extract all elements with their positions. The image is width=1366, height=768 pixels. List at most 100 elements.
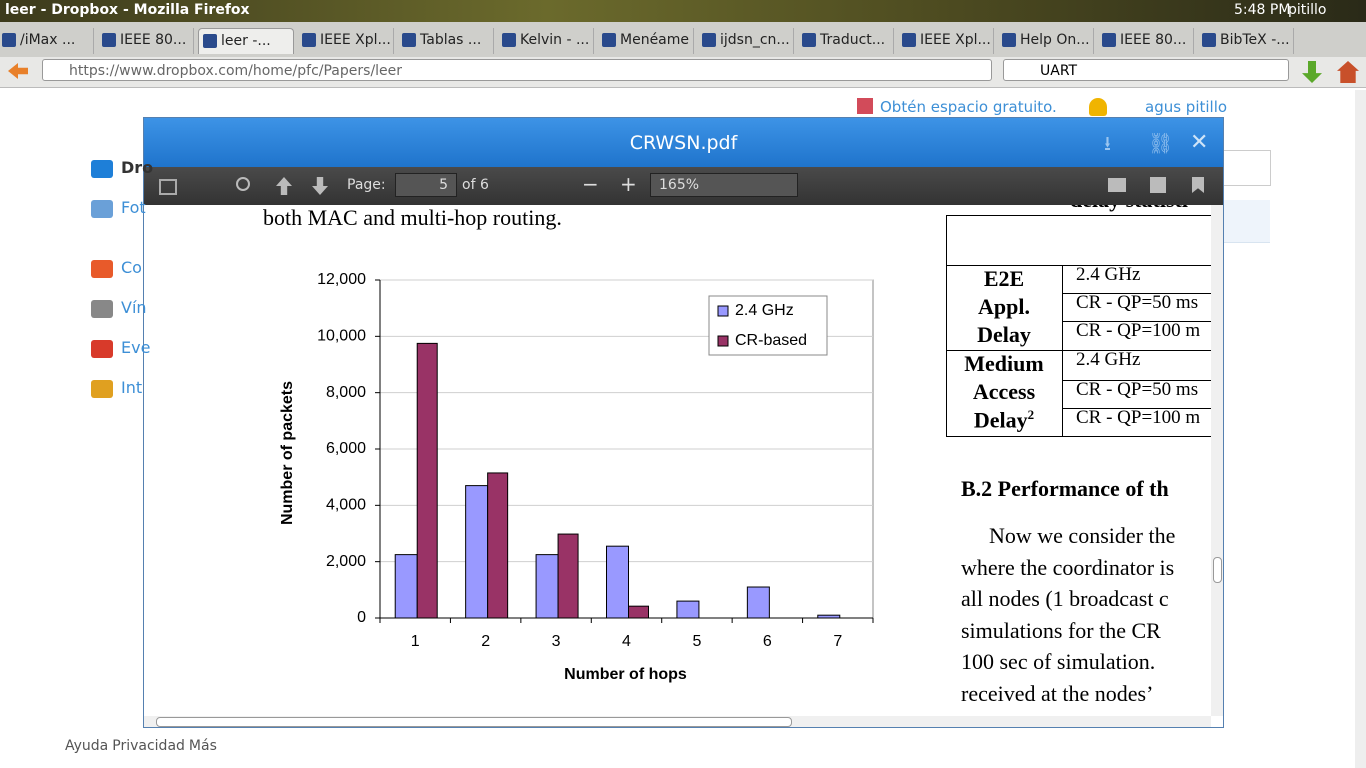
y-tick-label: 12,000 — [317, 271, 366, 288]
address-bar[interactable]: https://www.dropbox.com/home/pfc/Papers/… — [42, 59, 992, 81]
pdf-page: both MAC and multi-hop routing. delay st… — [144, 205, 1211, 716]
delay-table: E2E Appl. Delay 2.4 GHz CR - QP=50 ms CR - QP… — [946, 215, 1211, 437]
page-scrollbar[interactable] — [1355, 90, 1366, 768]
browser-tab[interactable]: IEEE Xpl... — [298, 28, 394, 54]
next-page[interactable] — [312, 177, 328, 195]
save-button[interactable] — [1150, 177, 1166, 193]
search-box[interactable]: UART — [1003, 59, 1289, 81]
sidebar-toggle[interactable] — [159, 179, 177, 195]
sidebar-link[interactable]: Dro — [121, 158, 154, 177]
table-cell: CR - QP=50 ms — [1076, 379, 1199, 400]
y-tick-label: 10,000 — [317, 328, 366, 345]
browser-tab[interactable]: ijdsn_cn... — [698, 28, 794, 54]
bar — [487, 472, 509, 619]
close-button[interactable]: ✕ — [1190, 130, 1209, 155]
find-button[interactable] — [236, 177, 250, 191]
file-row[interactable] — [1224, 200, 1270, 243]
footnote-mark: 2 — [1027, 407, 1035, 422]
browser-tab[interactable]: Menéame — [598, 28, 694, 54]
account-menu[interactable]: agus pitillo — [1145, 98, 1228, 116]
browser-tab[interactable]: /iMax ... — [0, 28, 94, 54]
footer-link[interactable]: Privacidad — [112, 738, 185, 754]
gift-icon — [857, 98, 873, 114]
back-button[interactable] — [8, 63, 28, 79]
zoom-in[interactable]: + — [620, 172, 637, 196]
row-header: Medium — [964, 351, 1044, 376]
zoom-select[interactable]: 165% — [650, 173, 798, 197]
x-tick-label: 7 — [833, 633, 842, 650]
file-name: CRWSN.pdf — [629, 132, 738, 154]
browser-tab[interactable]: IEEE Xpl... — [898, 28, 994, 54]
y-tick-label: 0 — [357, 609, 366, 626]
table-cell: CR - QP=100 m — [1076, 320, 1201, 341]
x-tick-label: 2 — [481, 633, 490, 650]
footer: Ayuda Privacidad Más — [65, 738, 221, 754]
legend-swatch — [717, 335, 729, 347]
zoom-out[interactable]: − — [582, 172, 599, 196]
y-axis-label: Number of packets — [279, 381, 296, 525]
sidebar-icon — [91, 200, 113, 218]
bar — [557, 533, 579, 619]
sidebar-icon — [91, 160, 113, 178]
scroll-thumb[interactable] — [1213, 557, 1222, 583]
table-caption: delay statisti — [1070, 205, 1188, 213]
chart: 0 2,000 4,000 6,000 8,000 10,000 12,000 1 2 3 4 5 6 7… — [279, 271, 874, 683]
browser-tab[interactable]: Traduct... — [798, 28, 894, 54]
browser-tab[interactable]: Kelvin - ... — [498, 28, 594, 54]
scroll-thumb[interactable] — [156, 717, 792, 727]
footer-link[interactable]: Ayuda — [65, 738, 109, 754]
sidebar-link[interactable]: Co — [121, 258, 142, 277]
bar — [746, 586, 770, 619]
legend-label: CR-based — [735, 332, 807, 349]
home-button[interactable] — [1337, 61, 1359, 83]
vertical-scrollbar[interactable] — [1211, 205, 1223, 716]
viewer-header: CRWSN.pdf ⭳ ⛓ ✕ — [144, 118, 1223, 167]
x-tick-label: 6 — [763, 633, 772, 650]
sidebar-link[interactable]: Fot — [121, 198, 146, 217]
promo-link[interactable]: Obtén espacio gratuito. — [880, 98, 1057, 116]
sidebar-link[interactable]: Int — [121, 378, 143, 397]
table-rule — [946, 350, 1211, 351]
notifications-icon[interactable] — [1089, 98, 1107, 116]
download-button[interactable] — [1302, 61, 1322, 83]
page-total: of 6 — [462, 177, 489, 193]
download-icon[interactable]: ⭳ — [1104, 131, 1111, 155]
browser-tab[interactable]: Help On... — [998, 28, 1094, 54]
system-top-bar: leer - Dropbox - Mozilla Firefox 5:48 PM… — [0, 0, 1366, 22]
paragraph-line: 100 sec of simulation. — [961, 649, 1156, 675]
user-menu[interactable]: pitillo — [1288, 2, 1327, 18]
browser-tab[interactable]: BibTeX -... — [1198, 28, 1294, 54]
bar — [416, 342, 438, 619]
row-header: Access — [972, 379, 1036, 404]
legend-swatch — [717, 305, 729, 317]
sidebar-icon — [91, 340, 113, 358]
print-button[interactable] — [1108, 178, 1126, 192]
table-rule — [1062, 321, 1211, 322]
browser-tab[interactable]: IEEE 80... — [98, 28, 194, 54]
legend-box — [708, 295, 828, 356]
previous-page[interactable] — [276, 177, 292, 195]
browser-tab[interactable]: leer -... — [198, 28, 294, 54]
footer-link[interactable]: Más — [188, 738, 217, 754]
browser-tab[interactable]: Tablas ... — [398, 28, 494, 54]
search-field[interactable] — [1224, 150, 1271, 186]
sidebar-link[interactable]: Eve — [121, 338, 151, 357]
row-header: Appl. — [978, 294, 1030, 319]
browser-tab[interactable]: IEEE 80... — [1098, 28, 1194, 54]
sidebar-link[interactable]: Vín — [121, 298, 147, 317]
clock[interactable]: 5:48 PM — [1234, 2, 1291, 18]
row-header: E2E — [983, 266, 1025, 291]
horizontal-scrollbar[interactable] — [144, 716, 1211, 727]
paragraph-line: where the coordinator is — [961, 554, 1175, 580]
link-icon[interactable]: ⛓ — [1148, 131, 1174, 155]
section-heading: B.2 Performance of th — [961, 476, 1169, 501]
bar — [606, 545, 629, 619]
pdf-text-line: both MAC and multi-hop routing. — [263, 205, 562, 230]
page-input[interactable]: 5 — [395, 173, 457, 197]
bookmark-button[interactable] — [1192, 177, 1204, 193]
tab-bar: /iMax ... IEEE 80... leer -... IEEE Xpl... T… — [0, 22, 1366, 58]
sidebar-icon — [91, 300, 113, 318]
table-rule — [1062, 408, 1211, 409]
bar — [817, 614, 841, 619]
bar — [465, 485, 489, 619]
